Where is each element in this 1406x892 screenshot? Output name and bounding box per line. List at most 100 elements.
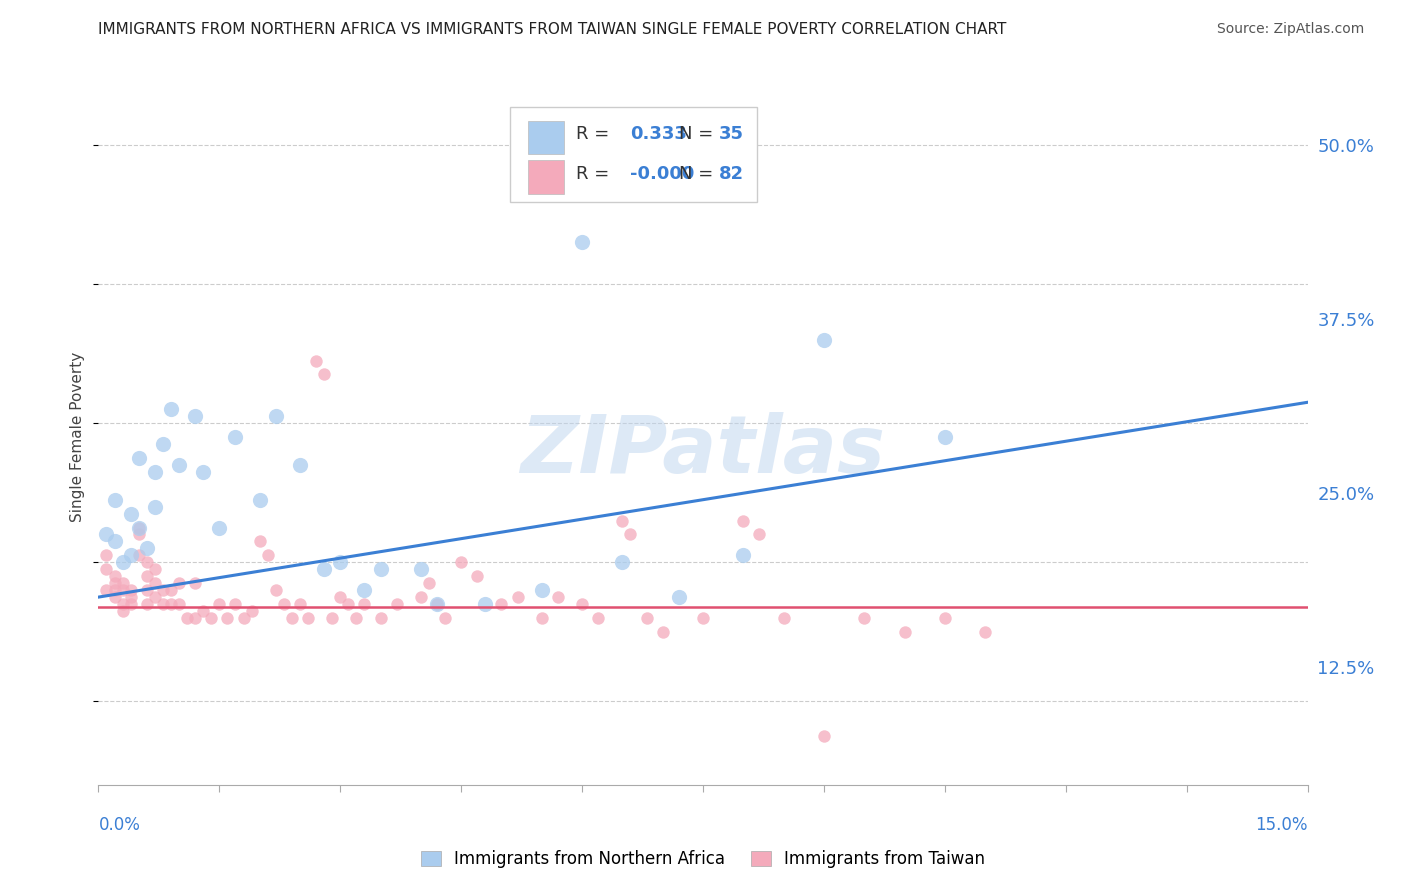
Point	[426, 597, 449, 611]
Point	[426, 597, 449, 611]
Point	[135, 597, 157, 611]
Text: 82: 82	[718, 165, 744, 183]
Point	[128, 520, 150, 534]
Point	[370, 562, 392, 576]
Point	[160, 597, 183, 611]
Point	[506, 590, 529, 604]
Point	[733, 514, 755, 528]
Point	[530, 611, 553, 625]
Point	[934, 611, 956, 625]
Text: N =: N =	[679, 126, 713, 144]
Point	[934, 430, 956, 444]
Point	[135, 555, 157, 569]
Point	[143, 590, 166, 604]
Point	[264, 583, 287, 598]
Legend: Immigrants from Northern Africa, Immigrants from Taiwan: Immigrants from Northern Africa, Immigra…	[415, 844, 991, 875]
Point	[160, 583, 183, 598]
Point	[184, 576, 207, 591]
Point	[152, 597, 174, 611]
Point	[96, 549, 118, 563]
Point	[224, 430, 246, 444]
Point	[167, 597, 190, 611]
Point	[143, 500, 166, 514]
Point	[111, 597, 134, 611]
FancyBboxPatch shape	[527, 120, 564, 154]
Point	[103, 590, 125, 604]
Point	[128, 527, 150, 541]
Text: 0.333: 0.333	[630, 126, 688, 144]
Point	[143, 562, 166, 576]
Point	[135, 569, 157, 583]
Point	[152, 437, 174, 451]
Point	[692, 611, 714, 625]
Point	[256, 549, 278, 563]
Point	[450, 555, 472, 569]
Point	[128, 520, 150, 534]
Point	[321, 611, 343, 625]
Point	[385, 597, 408, 611]
Point	[547, 590, 569, 604]
Text: 35: 35	[718, 126, 744, 144]
Point	[103, 569, 125, 583]
Point	[353, 597, 375, 611]
Point	[111, 576, 134, 591]
Point	[143, 576, 166, 591]
Point	[249, 492, 271, 507]
Point	[184, 409, 207, 424]
Point	[974, 624, 997, 639]
Point	[651, 624, 673, 639]
Text: IMMIGRANTS FROM NORTHERN AFRICA VS IMMIGRANTS FROM TAIWAN SINGLE FEMALE POVERTY : IMMIGRANTS FROM NORTHERN AFRICA VS IMMIG…	[98, 22, 1007, 37]
Point	[288, 458, 311, 472]
Point	[120, 507, 142, 521]
Point	[96, 562, 118, 576]
Point	[111, 583, 134, 598]
Point	[111, 604, 134, 618]
Point	[636, 611, 658, 625]
Point	[128, 450, 150, 465]
Point	[143, 465, 166, 479]
Point	[733, 549, 755, 563]
Point	[120, 597, 142, 611]
Point	[135, 541, 157, 556]
Text: R =: R =	[576, 126, 609, 144]
FancyBboxPatch shape	[527, 161, 564, 194]
Point	[853, 611, 876, 625]
Point	[586, 611, 609, 625]
Point	[329, 590, 352, 604]
Point	[217, 611, 239, 625]
Point	[232, 611, 254, 625]
Point	[135, 583, 157, 598]
Point	[208, 597, 231, 611]
Point	[612, 514, 634, 528]
Point	[344, 611, 367, 625]
Point	[668, 590, 690, 604]
Point	[193, 465, 215, 479]
Point	[337, 597, 360, 611]
Point	[193, 604, 215, 618]
Point	[103, 576, 125, 591]
Point	[120, 549, 142, 563]
Text: 0.0%: 0.0%	[98, 816, 141, 834]
Point	[353, 583, 375, 598]
Point	[297, 611, 319, 625]
Point	[474, 597, 496, 611]
Point	[224, 597, 246, 611]
Point	[120, 590, 142, 604]
Point	[273, 597, 295, 611]
Point	[128, 549, 150, 563]
Point	[893, 624, 915, 639]
Point	[176, 611, 198, 625]
Point	[571, 597, 593, 611]
Text: 15.0%: 15.0%	[1256, 816, 1308, 834]
Point	[409, 562, 432, 576]
Point	[120, 583, 142, 598]
Text: N =: N =	[679, 165, 713, 183]
FancyBboxPatch shape	[509, 106, 758, 202]
Text: R =: R =	[576, 165, 609, 183]
Point	[160, 402, 183, 417]
Point	[184, 611, 207, 625]
Point	[465, 569, 488, 583]
Point	[96, 583, 118, 598]
Point	[152, 583, 174, 598]
Point	[96, 527, 118, 541]
